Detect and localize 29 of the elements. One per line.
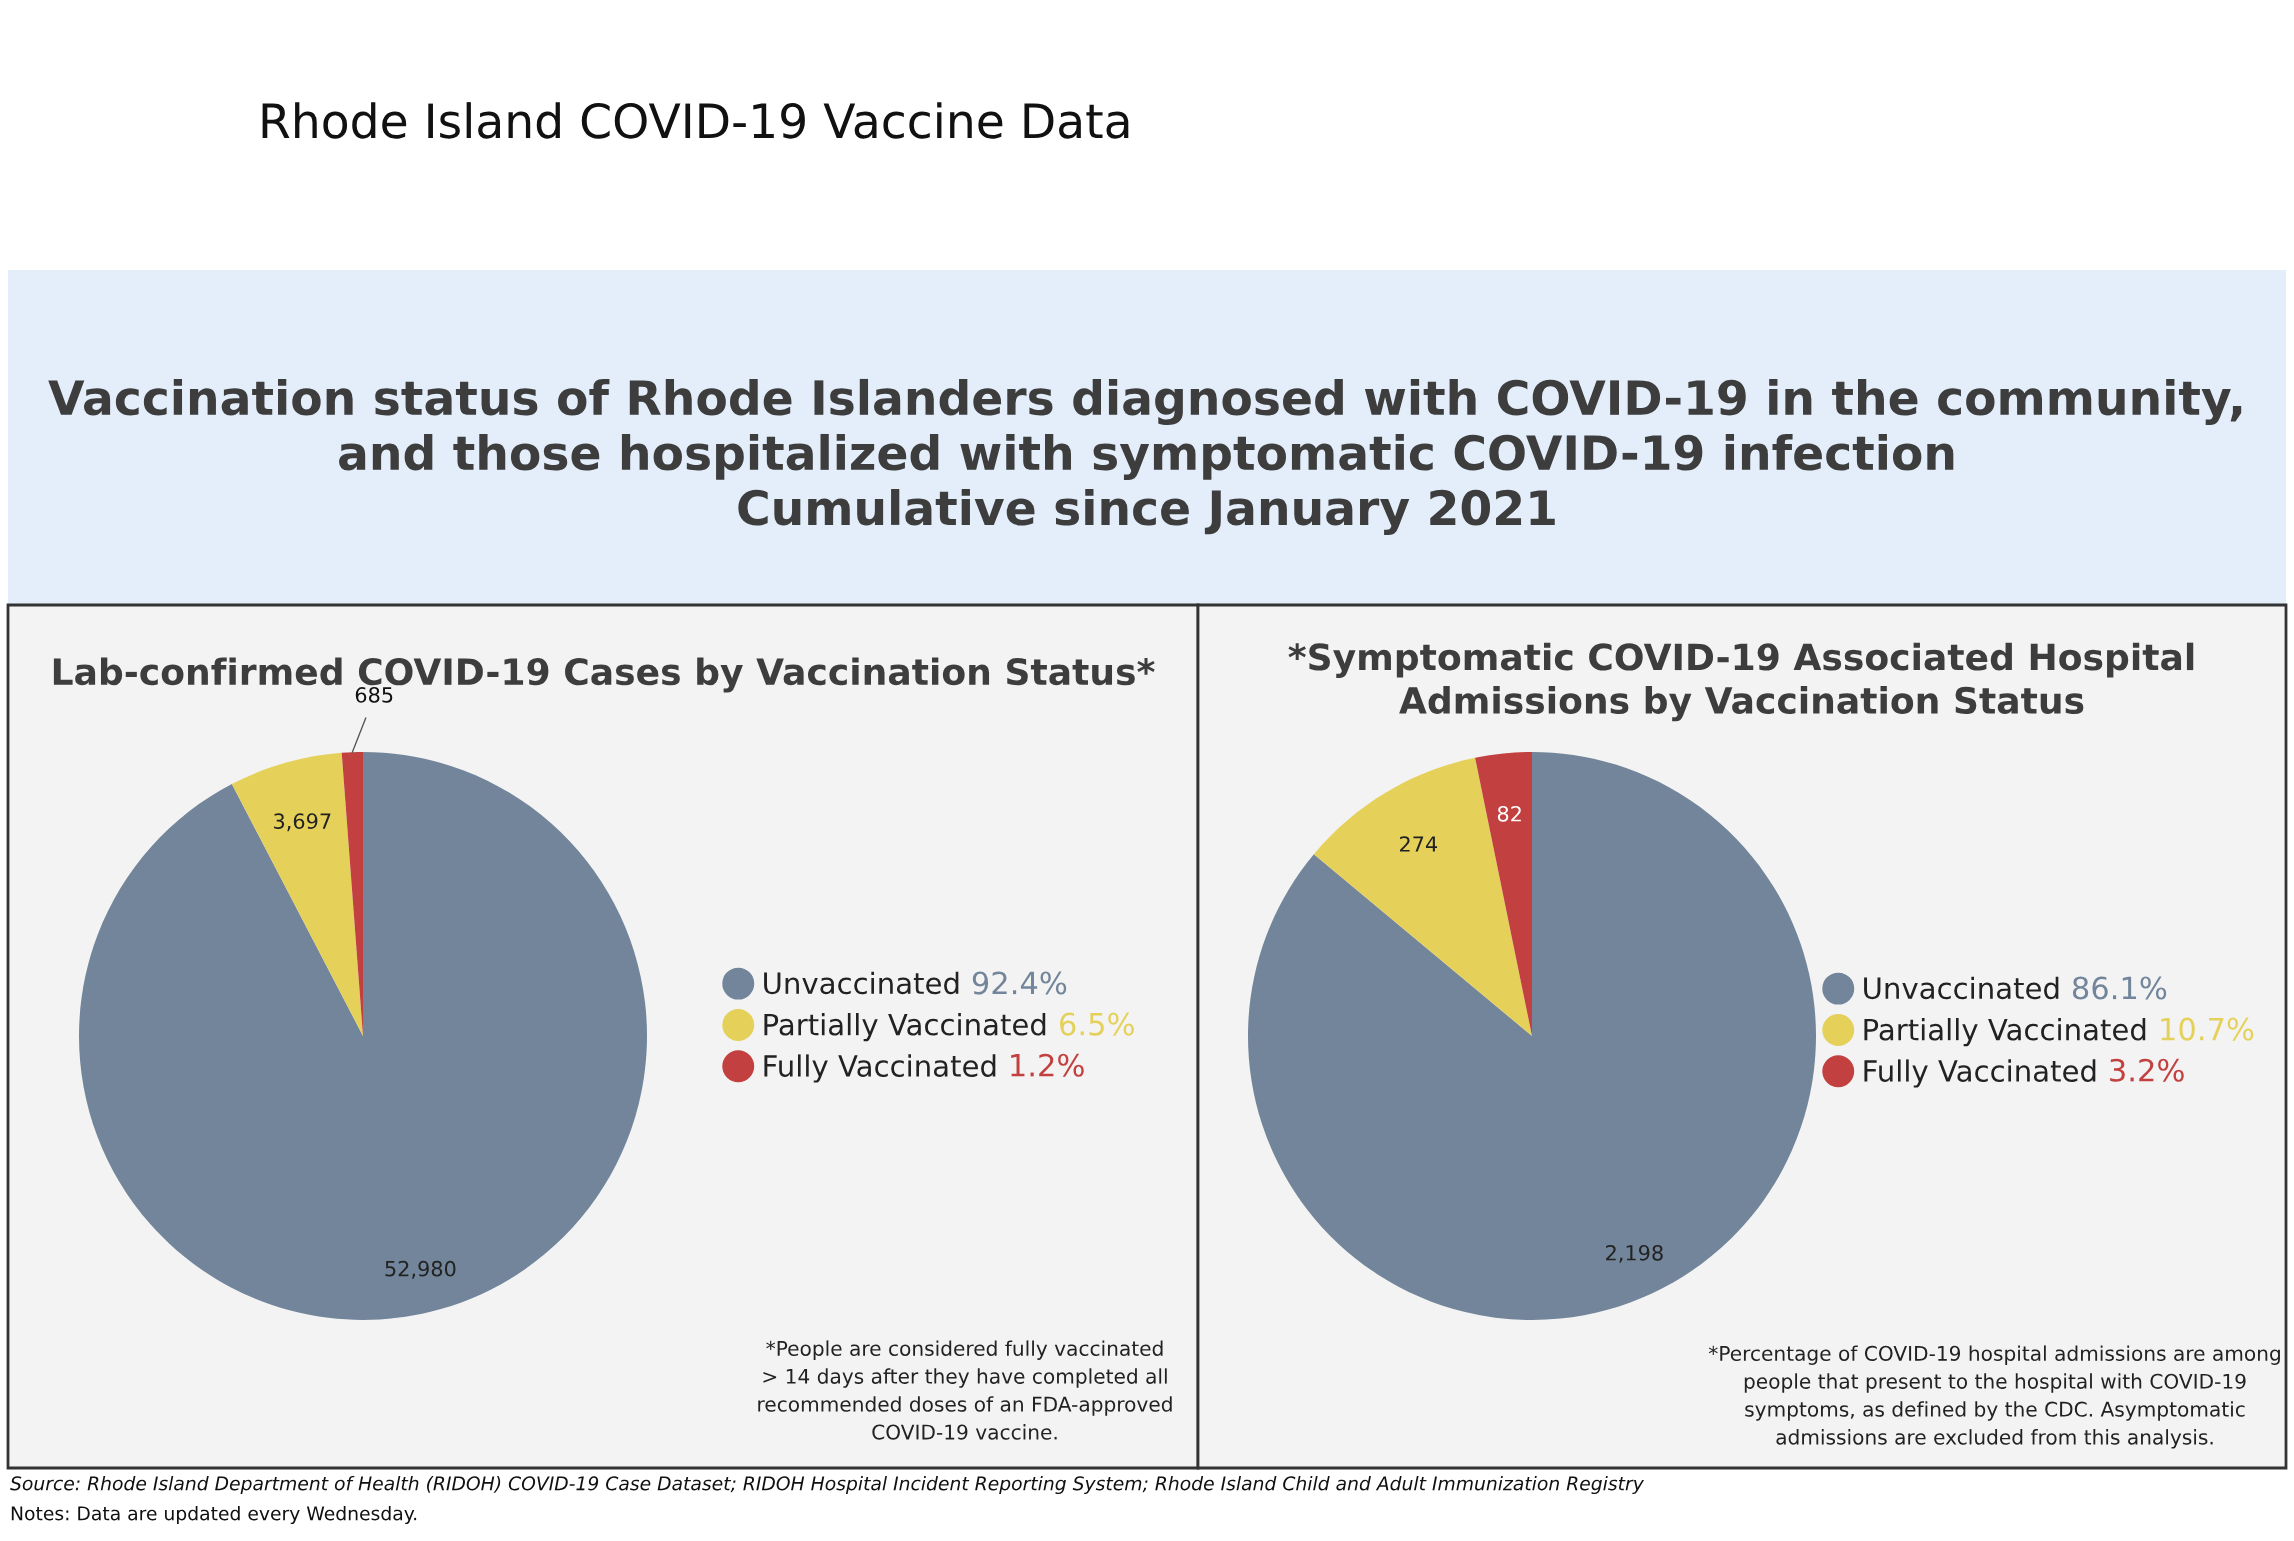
text: *Percentage of COVID-19 hospital admissions are among people that present to the hospital with COVID-19 symptoms, as defined by the CDC. Asymptomatic admissions are excluded from this analysis. — [1708, 1345, 2280, 1449]
legend-label: Partially Vaccinated — [1864, 1018, 2146, 1047]
text: 10.7% — [2161, 1017, 2254, 1041]
legend-label: Fully Vaccinated — [764, 1054, 996, 1083]
pie-slice — [1313, 757, 1532, 1036]
text: *People are considered fully vaccinated > 14 days after they have completed all recommended doses of an FDA-approved COVID-19 vaccine. — [758, 1340, 1172, 1440]
legend-label: Unvaccinated — [764, 971, 959, 995]
text: 1.2% — [1011, 1053, 1084, 1077]
legend-label: Partially Vaccinated — [764, 1013, 1046, 1042]
legend-label: Unvaccinated — [1864, 976, 2059, 1000]
text: 86.1% — [2072, 976, 2167, 1000]
data-label: 52,980 — [385, 1260, 456, 1279]
text: 3.2% — [2110, 1058, 2184, 1082]
text: Vaccination status of Rhode Islanders diagnosed with COVID-19 in the community, and those hospitalized with symptomatic COVID-19 infection Cumulative since January 2021 — [48, 378, 2242, 536]
data-label: 274 — [1399, 836, 1438, 852]
text: 92.4% — [972, 971, 1067, 995]
pie-slice — [79, 752, 647, 1320]
pie-slice — [1475, 752, 1532, 1036]
chart-title: *Symptomatic COVID-19 Associated Hospital Admissions by Vaccination Status — [1288, 642, 2194, 722]
pie-slice — [1248, 752, 1816, 1320]
data-label: 3,697 — [274, 813, 331, 832]
data-label: 82 — [1497, 805, 1521, 822]
text: 6.5% — [1060, 1012, 1134, 1036]
source-note: Source: Rhode Island Department of Health (RIDOH) COVID-19 Case Dataset; RIDOH Hospital Incident Reporting System; Rhode Island Child and Adult Immunization Registry — [10, 1475, 1644, 1495]
data-label: 2,198 — [1606, 1244, 1663, 1263]
text: Rhode Island COVID-19 Vaccine Data — [262, 102, 1129, 139]
text: Notes: Data are updated every Wednesday. — [11, 1505, 417, 1525]
pie-slice — [231, 752, 363, 1036]
legend-label: Fully Vaccinated — [1864, 1059, 2096, 1088]
